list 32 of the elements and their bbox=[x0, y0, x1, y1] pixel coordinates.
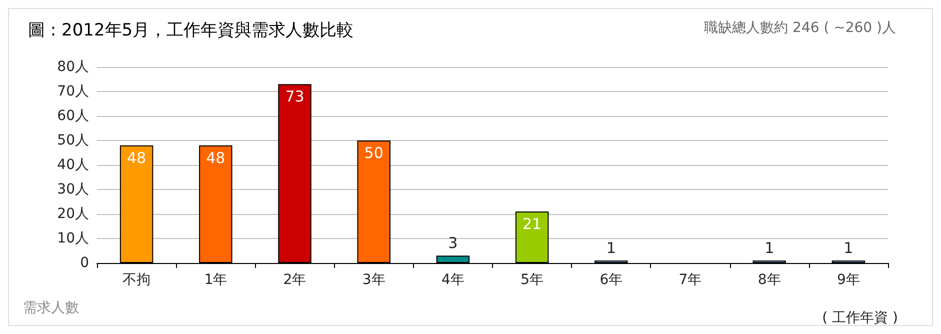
x-tick-label: 7年 bbox=[678, 272, 702, 288]
x-axis-title: ( 工作年資 ) bbox=[822, 310, 898, 326]
x-tick-label: 6年 bbox=[600, 272, 623, 288]
y-tick-label: 50人 bbox=[57, 132, 89, 148]
data-label: 1 bbox=[844, 239, 854, 258]
y-tick-label: 80人 bbox=[57, 59, 89, 75]
y-tick-label: 10人 bbox=[57, 230, 89, 246]
data-label: 1 bbox=[764, 239, 774, 258]
data-label: 73 bbox=[285, 88, 304, 106]
y-tick-label: 60人 bbox=[57, 108, 89, 124]
y-axis-title: 需求人數 bbox=[23, 300, 79, 316]
text: 職缺總人數約 246 ( ~260 )人 bbox=[704, 20, 896, 36]
chart-title: 圖 : 2012年5月，工作年資與需求人數比較 bbox=[28, 20, 354, 40]
x-tick-label: 3年 bbox=[362, 272, 386, 288]
data-label: 3 bbox=[448, 234, 458, 252]
data-label: 48 bbox=[127, 148, 146, 167]
x-tick-label: 4年 bbox=[441, 272, 464, 288]
x-tick-label: 9年 bbox=[836, 272, 860, 288]
y-tick-label: 0 bbox=[80, 255, 89, 271]
data-label: 1 bbox=[606, 239, 616, 258]
x-tick-label: 1年 bbox=[204, 272, 228, 288]
y-tick-label: 20人 bbox=[57, 206, 89, 222]
y-tick-label: 70人 bbox=[57, 84, 89, 100]
data-label: 50 bbox=[364, 144, 384, 162]
data-label: 21 bbox=[522, 215, 542, 234]
y-tick-label: 40人 bbox=[57, 157, 89, 173]
x-tick-label: 5年 bbox=[520, 272, 544, 288]
data-label: 48 bbox=[206, 148, 226, 167]
x-tick-label: 不拘 bbox=[122, 272, 151, 288]
x-tick-label: 8年 bbox=[758, 272, 781, 288]
y-tick-label: 30人 bbox=[57, 182, 89, 198]
x-tick-label: 2年 bbox=[283, 272, 306, 288]
